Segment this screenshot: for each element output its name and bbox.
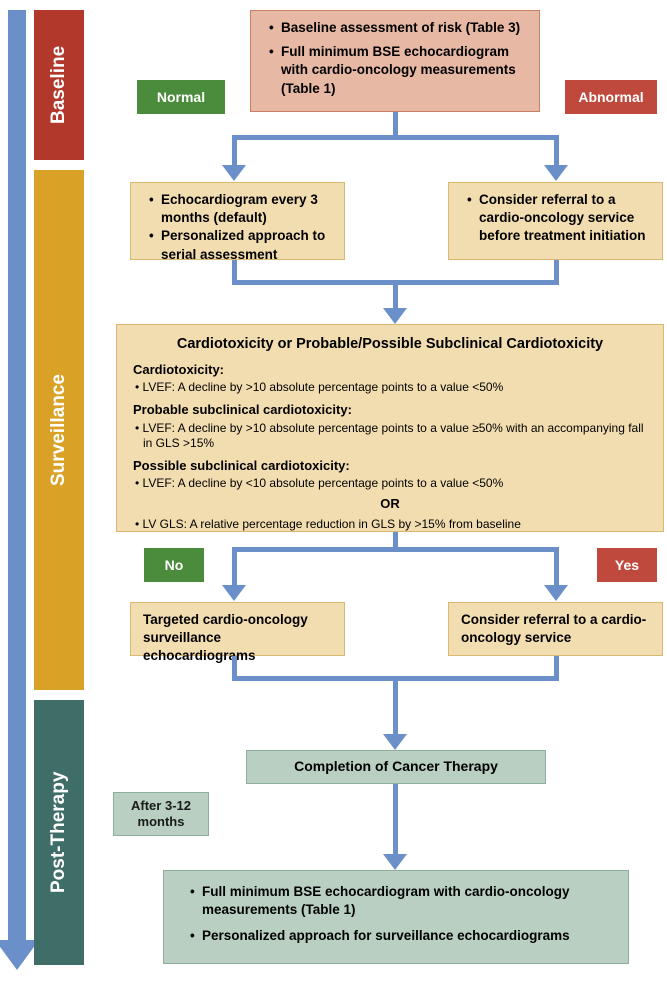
def-poss-h: Possible subclinical cardiotoxicity: [133, 457, 647, 475]
completion-box: Completion of Cancer Therapy [246, 750, 546, 784]
baseline-box: Baseline assessment of risk (Table 3) Fu… [250, 10, 540, 112]
final-box: Full minimum BSE echocardiogram with car… [163, 870, 629, 964]
phase-post-therapy: Post-Therapy [34, 700, 84, 965]
conn-row1-h [232, 135, 559, 140]
flowchart-container: Baseline Surveillance Post-Therapy Basel… [0, 0, 667, 986]
def-poss-t1: LVEF: A decline by <10 absolute percenta… [133, 476, 647, 491]
arrow-completion [383, 734, 407, 750]
conn-row1-vl [232, 135, 237, 167]
def-title: Cardiotoxicity or Probable/Possible Subc… [133, 335, 647, 355]
tag-after: After 3-12 months [113, 792, 209, 836]
tag-no: No [144, 548, 204, 582]
conn-row2-vl [232, 547, 237, 587]
def-cardio-h: Cardiotoxicity: [133, 361, 647, 379]
tag-yes: Yes [597, 548, 657, 582]
echo-item-1: Echocardiogram every 3 months (default) [149, 191, 332, 227]
tag-abnormal: Abnormal [565, 80, 657, 114]
targeted-text: Targeted cardio-oncology surveillance ec… [143, 611, 332, 666]
conn-row2-h [232, 547, 559, 552]
phase-baseline: Baseline [34, 10, 84, 160]
def-poss-t2: LV GLS: A relative percentage reduction … [133, 517, 647, 532]
targeted-surveillance-box: Targeted cardio-oncology surveillance ec… [130, 602, 345, 656]
timeline-arrow [2, 10, 32, 970]
final-item-2: Personalized approach for surveillance e… [190, 927, 608, 945]
def-prob-h: Probable subclinical cardiotoxicity: [133, 401, 647, 419]
def-prob-t: LVEF: A decline by >10 absolute percenta… [133, 421, 647, 451]
referral-text-2: Consider referral to a cardio-oncology s… [461, 611, 650, 647]
arrow-row2-r [544, 585, 568, 601]
referral-item-1: Consider referral to a cardio-oncology s… [467, 191, 650, 246]
conn-merge-down2 [393, 676, 398, 736]
conn-final [393, 784, 398, 856]
tag-normal: Normal [137, 80, 225, 114]
echo-item-2: Personalized approach to serial assessme… [149, 227, 332, 263]
arrow-defs [383, 308, 407, 324]
conn-row1-vr [554, 135, 559, 167]
arrow-final [383, 854, 407, 870]
arrow-row1-l [222, 165, 246, 181]
arrow-row2-l [222, 585, 246, 601]
timeline-shaft [8, 10, 26, 945]
cardiotoxicity-box: Cardiotoxicity or Probable/Possible Subc… [116, 324, 664, 532]
echo-schedule-box: Echocardiogram every 3 months (default) … [130, 182, 345, 260]
arrow-row1-r [544, 165, 568, 181]
def-cardio-t: LVEF: A decline by >10 absolute percenta… [133, 380, 647, 395]
phase-surveillance: Surveillance [34, 170, 84, 690]
conn-row2-vr [554, 547, 559, 587]
final-item-1: Full minimum BSE echocardiogram with car… [190, 883, 608, 919]
completion-text: Completion of Cancer Therapy [253, 757, 539, 776]
conn-merge-down [393, 280, 398, 310]
def-or: OR [133, 495, 647, 513]
baseline-item-1: Baseline assessment of risk (Table 3) [269, 19, 527, 37]
referral-box-2: Consider referral to a cardio-oncology s… [448, 602, 663, 656]
baseline-item-2: Full minimum BSE echocardiogram with car… [269, 43, 527, 98]
referral-box-1: Consider referral to a cardio-oncology s… [448, 182, 663, 260]
